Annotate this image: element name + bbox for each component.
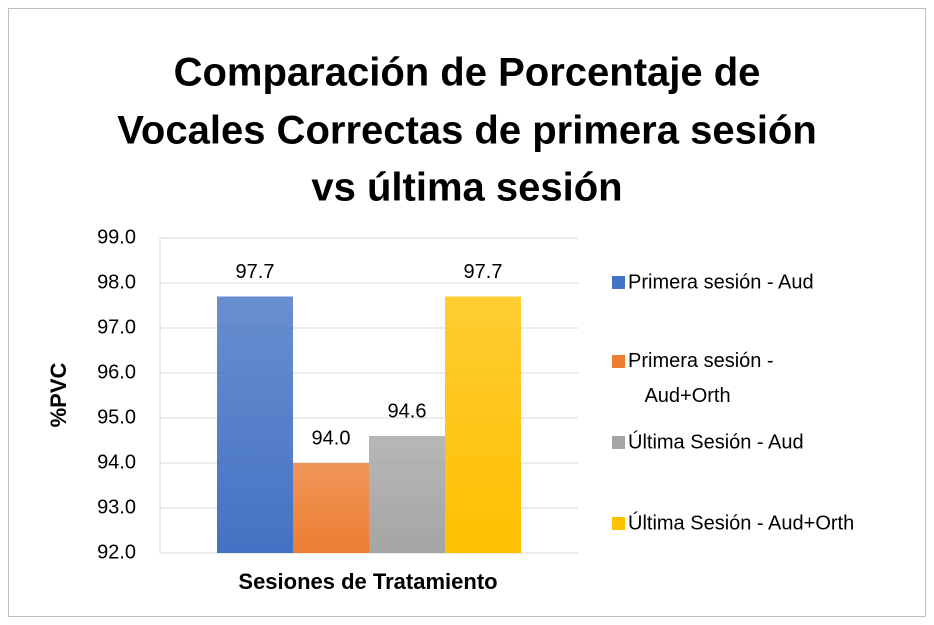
legend-label: Última Sesión - Aud [628, 430, 804, 453]
legend-swatch [612, 517, 625, 530]
legend-label: Primera sesión - Aud+Orth [628, 350, 774, 407]
bar [293, 463, 369, 553]
y-tick-label: 95.0 [97, 406, 136, 428]
y-tick-label: 92.0 [97, 541, 136, 563]
data-label: 97.7 [464, 261, 503, 283]
y-axis-title: %PVC [46, 362, 71, 427]
y-tick-label: 99.0 [97, 226, 136, 248]
bar [217, 296, 293, 553]
data-label: 94.6 [388, 400, 427, 422]
y-tick-label: 96.0 [97, 361, 136, 383]
chart-title: Comparación de Porcentaje de [174, 51, 761, 95]
legend-label: Última Sesión - Aud+Orth [628, 511, 854, 534]
legend-label: Primera sesión - Aud [628, 271, 814, 293]
bar [369, 436, 445, 553]
y-tick-label: 98.0 [97, 271, 136, 293]
y-tick-label: 97.0 [97, 316, 136, 338]
y-tick-label: 93.0 [97, 496, 136, 518]
chart-title: vs última sesión [311, 166, 622, 210]
y-tick-label: 94.0 [97, 451, 136, 473]
legend-swatch [612, 436, 625, 449]
data-label: 97.7 [236, 261, 275, 283]
legend-swatch [612, 355, 625, 368]
bar [445, 296, 521, 553]
legend-swatch [612, 276, 625, 289]
chart-title: Vocales Correctas de primera sesión [117, 109, 817, 153]
x-axis-title: Sesiones de Tratamiento [238, 569, 497, 594]
data-label: 94.0 [312, 427, 351, 449]
